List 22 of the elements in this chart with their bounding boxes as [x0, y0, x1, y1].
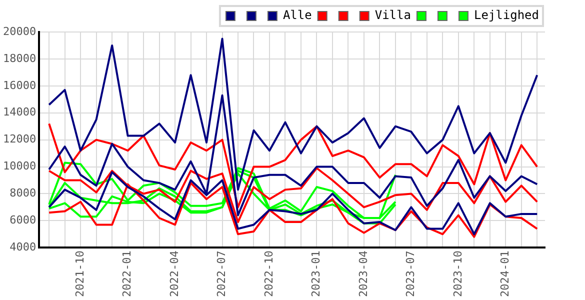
y-tick-label: 4000: [10, 240, 36, 254]
y-tick-label: 12000: [2, 132, 36, 146]
legend-label: Lejlighed: [474, 8, 540, 22]
y-tick-label: 6000: [10, 214, 36, 227]
y-tick-label: 8000: [10, 186, 36, 200]
x-tick-label: 2023-10: [451, 250, 464, 297]
x-tick-label: 2022-04: [168, 250, 181, 297]
y-tick-label: 10000: [2, 160, 36, 173]
y-tick-label: 18000: [2, 52, 36, 65]
x-tick-label: 2024-01: [498, 250, 512, 297]
y-tick-label: 14000: [2, 106, 36, 119]
legend-label: Villa: [374, 8, 411, 22]
x-tick-label: 2023-07: [404, 250, 418, 297]
y-tick-label: 20000: [2, 24, 36, 38]
y-tick-label: 16000: [2, 78, 36, 92]
x-tick-label: 2023-01: [310, 250, 323, 297]
x-tick-label: 2022-10: [262, 250, 276, 297]
x-tick-label: 2023-04: [356, 250, 370, 297]
legend-label: Alle: [282, 8, 312, 22]
x-tick-label: 2022-07: [215, 250, 228, 297]
x-tick-label: 2022-01: [120, 250, 134, 297]
x-tick-label: 2021-10: [73, 250, 86, 297]
